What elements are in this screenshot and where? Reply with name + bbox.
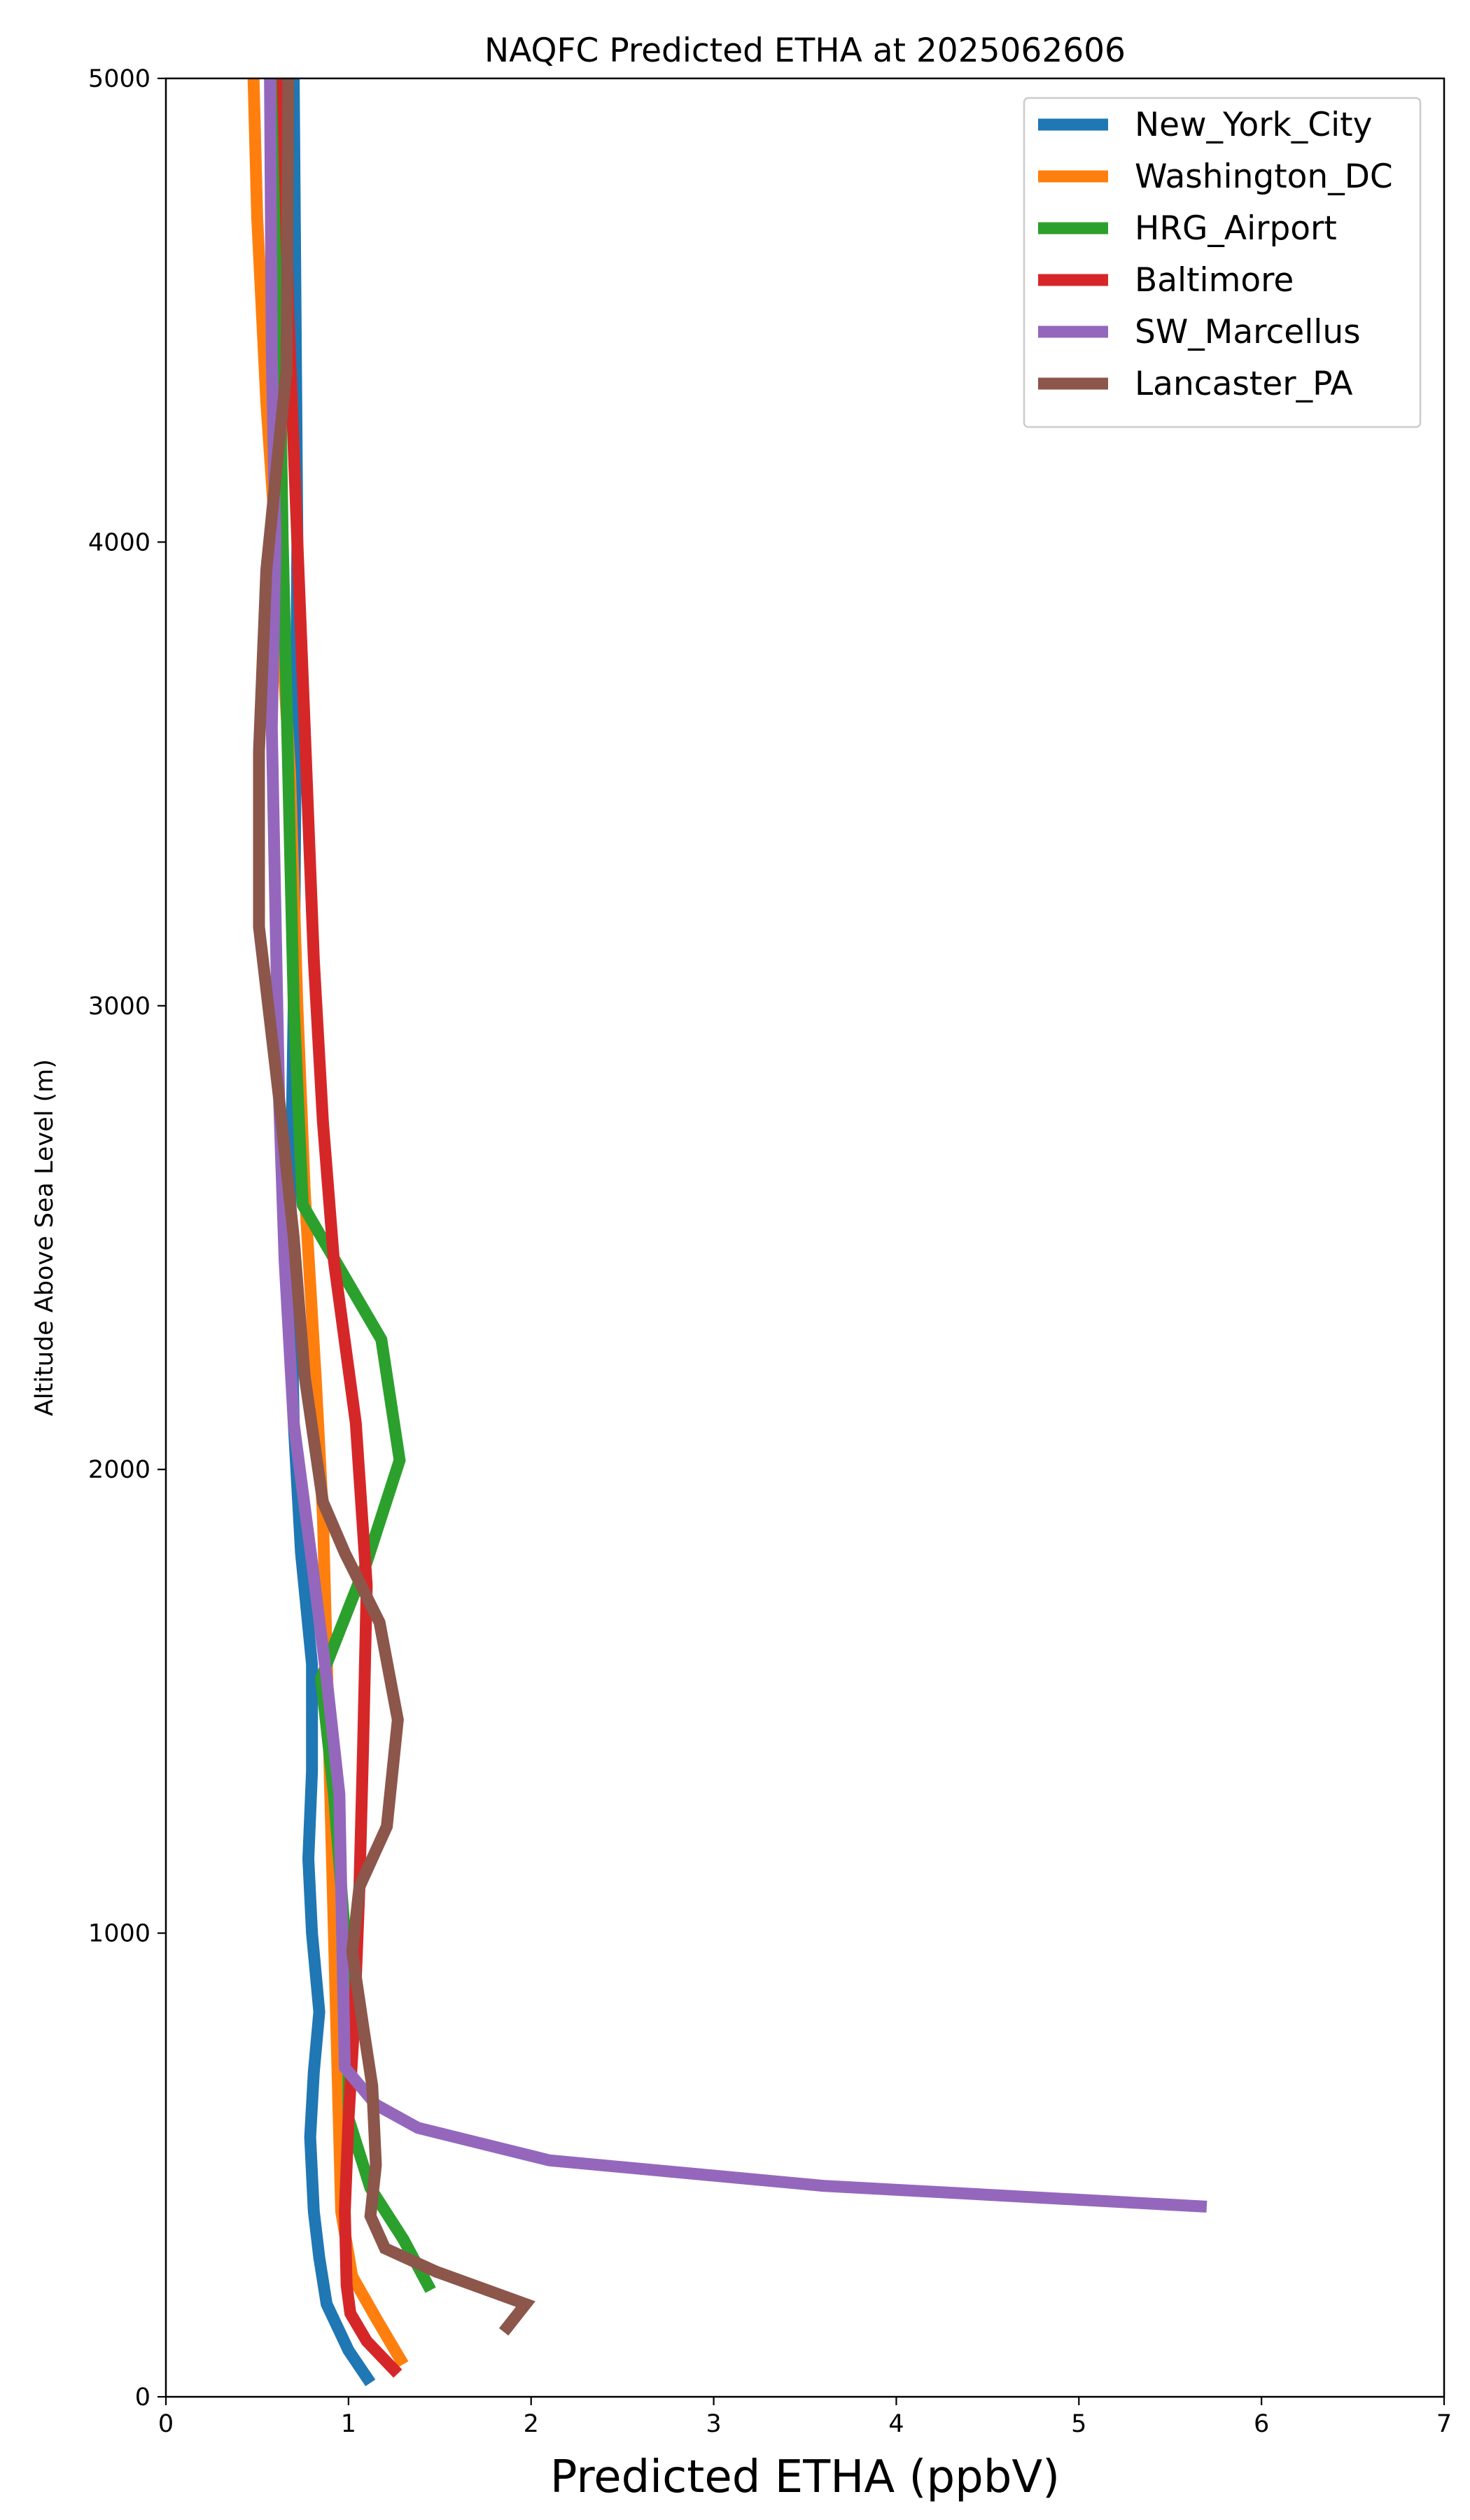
x-tick-label: 6 (1254, 2410, 1269, 2438)
x-axis: 0 1 2 3 4 5 6 7 (158, 2397, 1452, 2438)
y-axis: 0 1000 2000 3000 4000 5000 (88, 65, 166, 2412)
legend-label: New_York_City (1135, 106, 1372, 144)
legend-label: Baltimore (1135, 261, 1294, 300)
legend-label: SW_Marcellus (1135, 313, 1361, 351)
x-tick-label: 2 (524, 2410, 539, 2438)
series-line-baltimore (276, 78, 402, 2378)
y-tick-label: 1000 (88, 1920, 150, 1948)
y-tick-label: 2000 (88, 1456, 150, 1484)
axes-frame (164, 77, 1446, 2398)
x-tick-label: 3 (706, 2410, 721, 2438)
x-tick-label: 7 (1436, 2410, 1452, 2438)
y-tick-label: 4000 (88, 528, 150, 556)
series-line-lancaster-pa (253, 78, 536, 2336)
legend: New_York_City Washington_DC HRG_Airport Bal… (1023, 97, 1422, 428)
x-tick-label: 4 (888, 2410, 904, 2438)
y-tick-label: 0 (135, 2384, 150, 2412)
x-axis-label: Predicted ETHA (ppbV) (550, 2451, 1060, 2503)
x-tick-label: 0 (158, 2410, 174, 2438)
legend-label: Lancaster_PA (1135, 365, 1353, 403)
series-layer (247, 78, 1208, 2386)
series-line-sw-marcellus (264, 78, 1208, 2213)
legend-label: Washington_DC (1135, 158, 1393, 196)
legend-label: HRG_Airport (1135, 209, 1337, 248)
x-tick-label: 1 (341, 2410, 356, 2438)
legend-box (1023, 97, 1422, 428)
y-tick-label: 3000 (88, 993, 150, 1021)
x-tick-label: 5 (1071, 2410, 1086, 2438)
chart-title: NAQFC Predicted ETHA at 2025062606 (484, 31, 1126, 70)
y-axis-label: Altitude Above Sea Level (m) (31, 1059, 59, 1416)
y-tick-label: 5000 (88, 65, 150, 93)
